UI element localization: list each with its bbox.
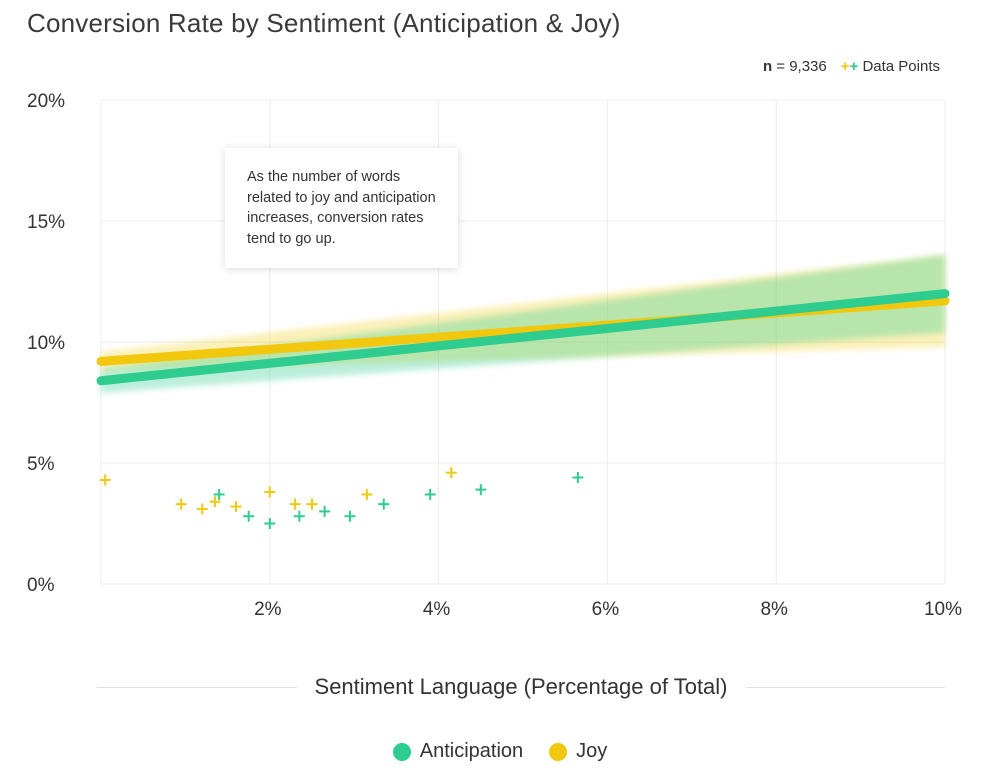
annotation-box: As the number of words related to joy an… <box>225 148 458 268</box>
anticipation-data-point <box>378 498 390 510</box>
joy-data-point <box>264 486 276 498</box>
legend-item-joy[interactable]: Joy <box>549 740 607 763</box>
legend-label: Anticipation <box>419 740 524 762</box>
n-value: = 9,336 <box>776 58 827 75</box>
x-tick-label: 10% <box>924 599 962 620</box>
x-tick-label: 6% <box>592 599 620 620</box>
sample-size: n = 9,336 <box>763 58 827 75</box>
anticipation-data-point <box>213 488 225 500</box>
y-tick-label: 15% <box>27 212 65 233</box>
x-axis-title: Sentiment Language (Percentage of Total) <box>314 674 728 699</box>
anticipation-data-point <box>572 472 584 484</box>
joy-data-point <box>209 496 221 508</box>
anticipation-data-point <box>243 510 255 522</box>
chart-title: Conversion Rate by Sentiment (Anticipati… <box>27 8 621 38</box>
plus-marker-icon: + <box>840 58 850 75</box>
anticipation-trend-line <box>96 289 950 386</box>
anticipation-data-point <box>293 510 305 522</box>
anticipation-dot-icon <box>392 742 411 761</box>
plus-marker-icon: + <box>849 58 859 75</box>
joy-data-point <box>361 488 373 500</box>
y-tick-label: 5% <box>27 454 55 475</box>
y-tick-label: 10% <box>27 333 65 354</box>
data-points-label: Data Points <box>862 58 940 75</box>
x-tick-label: 8% <box>760 599 788 620</box>
divider <box>97 686 297 688</box>
joy-data-point <box>306 498 318 510</box>
anticipation-data-point <box>264 518 276 529</box>
x-axis-title-row: Sentiment Language (Percentage of Total) <box>97 672 946 702</box>
sample-size-legend: n = 9,336 ++ Data Points <box>763 58 940 75</box>
joy-data-point <box>230 501 242 513</box>
data-points-key: ++ Data Points <box>841 58 940 75</box>
anticipation-data-point <box>424 488 436 500</box>
joy-data-point <box>445 467 457 479</box>
joy-data-point <box>196 503 208 515</box>
anticipation-data-point <box>475 484 487 496</box>
legend-item-anticipation[interactable]: Anticipation <box>392 740 524 763</box>
legend-label: Joy <box>576 740 608 762</box>
joy-dot-icon <box>549 742 568 761</box>
y-tick-label: 20% <box>27 91 65 112</box>
joy-data-point <box>289 498 301 510</box>
y-tick-label: 0% <box>27 575 55 596</box>
joy-data-point <box>99 474 111 486</box>
n-label: n <box>762 58 773 75</box>
anticipation-data-point <box>319 505 331 517</box>
legend: Anticipation Joy <box>0 740 1000 763</box>
x-tick-label: 2% <box>254 599 282 620</box>
anticipation-data-point <box>344 510 356 522</box>
joy-data-point <box>175 498 187 510</box>
x-tick-label: 4% <box>423 599 451 620</box>
divider <box>745 686 946 688</box>
